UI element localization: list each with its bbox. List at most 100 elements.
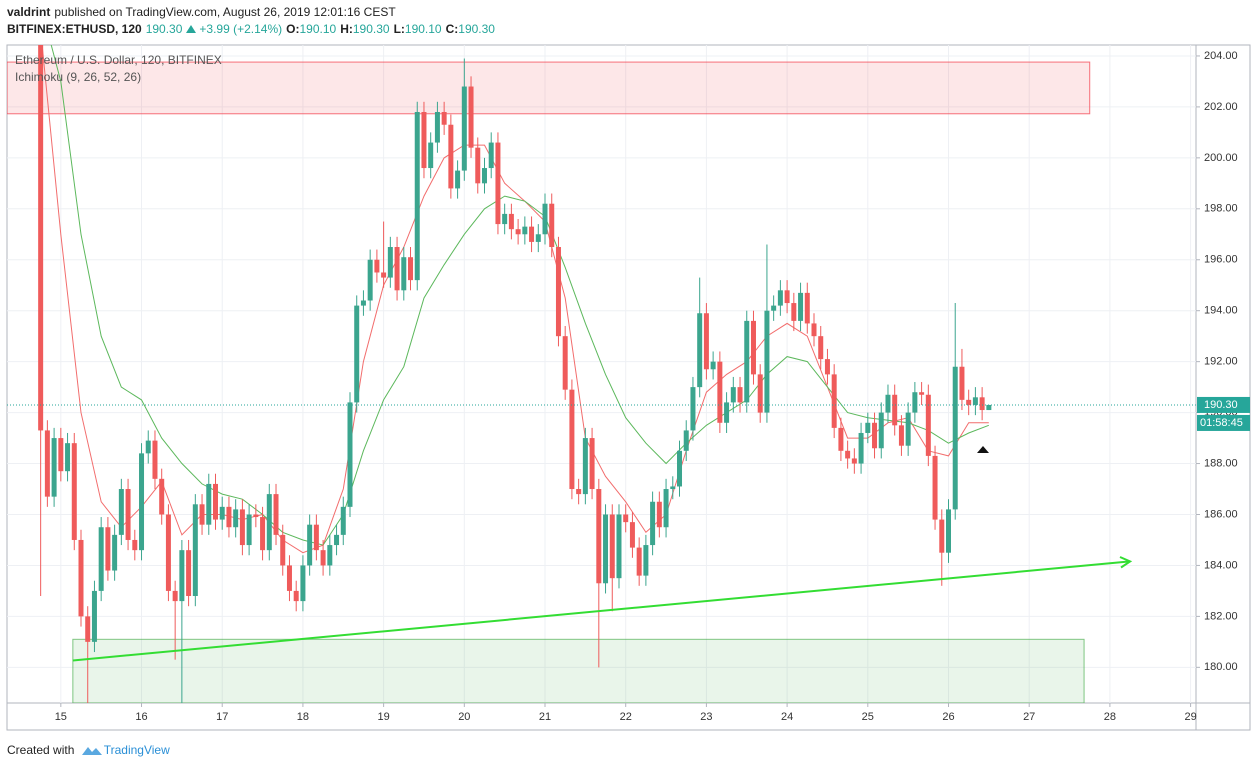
candle-body: [596, 489, 602, 584]
candle-body: [118, 489, 124, 535]
x-tick-label: 26: [942, 711, 954, 723]
candle-body: [313, 524, 319, 551]
y-tick-label: 196.00: [1204, 254, 1238, 266]
candle-body: [576, 489, 582, 495]
candle-body: [219, 506, 225, 520]
candle-body: [260, 517, 266, 551]
x-tick-label: 16: [135, 711, 147, 723]
candle-body: [414, 111, 420, 281]
y-tick-label: 202.00: [1204, 101, 1238, 113]
candle-body: [508, 213, 514, 230]
candle-body: [428, 142, 434, 169]
candle-body: [233, 509, 239, 528]
candle-body: [771, 305, 777, 311]
plot-area: [7, 45, 1196, 703]
candle-body: [421, 111, 427, 169]
candle-body: [831, 374, 837, 428]
chart-title: Ethereum / U.S. Dollar, 120, BITFINEX: [15, 53, 222, 67]
candle-body: [448, 124, 454, 189]
candle-body: [152, 440, 158, 479]
candle-body: [340, 506, 346, 535]
y-tick-label: 200.00: [1204, 152, 1238, 164]
ohlc-label: H:: [340, 22, 353, 36]
candle-body: [757, 374, 763, 413]
candle-body: [919, 392, 925, 395]
published: published on TradingView.com, August 26,…: [54, 5, 396, 19]
candle-body: [186, 550, 192, 597]
candle-body: [542, 203, 548, 235]
x-tick-label: 20: [458, 711, 470, 723]
candle-body: [555, 247, 561, 337]
candle-body: [387, 247, 393, 278]
zone: [7, 61, 1091, 115]
candle-body: [38, 45, 44, 431]
ohlc-label: L:: [393, 22, 405, 36]
candle-body: [703, 313, 709, 370]
x-tick-label: 29: [1184, 711, 1196, 723]
y-tick-label: 182.00: [1204, 610, 1238, 622]
trend-line: [72, 560, 1131, 662]
candle-body: [246, 514, 252, 546]
candle-body: [865, 422, 871, 433]
candle-body: [354, 305, 360, 403]
candle-body: [475, 147, 481, 184]
candle-body: [589, 438, 595, 490]
x-tick-label: 28: [1104, 711, 1116, 723]
change: +3.99 (+2.14%): [199, 22, 283, 36]
candle-body: [824, 359, 830, 375]
candle-body: [253, 514, 259, 518]
candle-body: [629, 522, 635, 548]
candle-body: [616, 514, 622, 579]
candle-body: [360, 300, 366, 306]
x-tick-label: 27: [1023, 711, 1035, 723]
candle-body: [71, 443, 77, 540]
candle-body: [677, 450, 683, 487]
candle-body: [569, 389, 575, 490]
up-icon: [186, 25, 197, 33]
ohlc-value: 190.30: [352, 22, 390, 36]
candle-body: [172, 590, 178, 602]
candle-body: [885, 394, 891, 413]
candle-body: [394, 247, 400, 291]
candle-body: [609, 514, 615, 579]
last-price-box: [1197, 396, 1250, 413]
candle-body: [239, 509, 245, 546]
last-price-label: 190.30: [1204, 399, 1238, 411]
brand[interactable]: TradingView: [103, 743, 170, 757]
candle-body: [784, 290, 790, 304]
candle-body: [529, 226, 535, 242]
countdown-label: 01:58:45: [1200, 417, 1243, 429]
candle-body: [132, 539, 138, 551]
candle-body: [650, 501, 656, 546]
candle-body: [206, 483, 212, 525]
candle-body: [293, 590, 299, 602]
countdown-box: [1197, 414, 1250, 431]
candle-body: [51, 438, 57, 497]
candle-body: [946, 509, 952, 553]
candle-body: [791, 303, 797, 321]
candle-body: [872, 422, 878, 449]
candle-body: [145, 440, 151, 454]
candle-body: [192, 504, 198, 597]
candle-body: [710, 361, 716, 370]
footer: Created with TradingView: [7, 742, 170, 757]
candle-body: [468, 86, 474, 148]
candle-body: [912, 392, 918, 413]
y-tick-label: 180.00: [1204, 661, 1238, 673]
indicator-line: [41, 45, 989, 554]
candle-body: [535, 234, 541, 242]
candle-body: [44, 430, 50, 497]
candle-body: [273, 494, 279, 535]
candle-body: [78, 539, 84, 617]
x-tick-label: 22: [620, 711, 632, 723]
x-tick-label: 19: [377, 711, 389, 723]
y-tick-label: 188.00: [1204, 457, 1238, 469]
indicator: Ichimoku (9, 26, 52, 26): [15, 70, 142, 84]
y-tick-label: 186.00: [1204, 508, 1238, 520]
candle-body: [858, 432, 864, 464]
y-tick-label: 194.00: [1204, 305, 1238, 317]
candle-body: [165, 514, 171, 591]
candle-body: [455, 170, 461, 189]
symbol: BITFINEX:ETHUSD, 120: [7, 22, 142, 36]
candle-body: [112, 534, 118, 571]
